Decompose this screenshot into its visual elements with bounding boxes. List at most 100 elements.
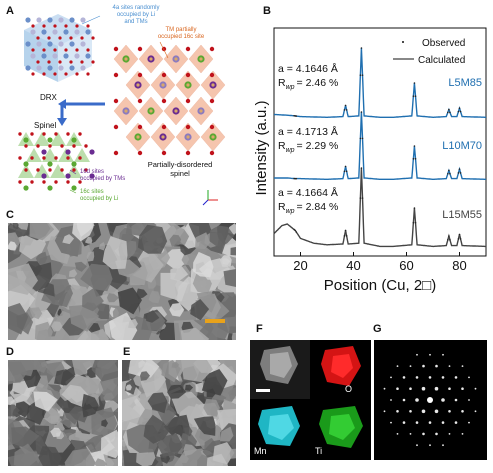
- oxygen-atom: [64, 72, 68, 76]
- observed-point: [343, 235, 346, 237]
- particle: [8, 263, 38, 295]
- oxygen-atom: [72, 144, 76, 148]
- diffraction-spot: [461, 410, 464, 413]
- oxygen-atom: [31, 24, 35, 28]
- diffraction-spot: [442, 353, 444, 356]
- electron-diffraction-pattern: [374, 340, 487, 460]
- drx-atom: [80, 65, 86, 71]
- particle: [8, 303, 29, 335]
- lattice-param: a = 4.1713 Å: [278, 125, 338, 138]
- diffraction-spot: [448, 433, 451, 435]
- oxygen-atom: [42, 156, 46, 160]
- oxygen-atom: [53, 24, 57, 28]
- cation-core: [199, 109, 203, 113]
- oxygen-atom: [75, 72, 79, 76]
- particle: [222, 258, 231, 265]
- eds-label-o: O: [345, 384, 353, 394]
- diffraction-spot: [428, 421, 432, 424]
- particle: [51, 321, 63, 332]
- particle: [196, 291, 217, 313]
- drx-atom: [69, 65, 75, 71]
- oxygen-atom: [75, 24, 79, 28]
- diffraction-spot: [421, 386, 426, 391]
- rwp-value: Rwp = 2.84 %: [278, 201, 338, 215]
- diffraction-spot: [448, 365, 451, 367]
- observed-point: [457, 238, 460, 240]
- oxygen-atom: [30, 156, 34, 160]
- oxygen-atom: [113, 72, 119, 78]
- drx-atom: [25, 17, 31, 23]
- observed-point: [413, 207, 416, 209]
- tetrahedron: [58, 148, 74, 162]
- particle: [8, 361, 28, 384]
- diffraction-spot: [441, 376, 445, 379]
- drx-atom: [52, 53, 58, 59]
- particle: [72, 223, 94, 242]
- cation-core: [136, 135, 140, 139]
- oxygen-atom: [161, 98, 167, 104]
- xrd-traces: [273, 47, 486, 248]
- observed-point: [412, 221, 415, 224]
- oxygen-atom: [69, 60, 73, 64]
- observed-point: [448, 108, 450, 111]
- sample-label-L5M85: L5M85: [448, 77, 482, 89]
- oxygen-atom: [54, 156, 58, 160]
- drx-atom: [69, 17, 75, 23]
- particle: [38, 446, 62, 466]
- particle: [29, 307, 43, 320]
- particle: [50, 427, 62, 438]
- observed-point: [360, 47, 363, 49]
- diffraction-spot: [461, 365, 464, 367]
- cation-core: [161, 135, 165, 139]
- cation-atom: [71, 185, 77, 191]
- observed-point: [448, 235, 450, 237]
- observed-point: [458, 233, 461, 236]
- oxygen-atom: [42, 24, 46, 28]
- diffraction-spot: [441, 398, 445, 402]
- oxygen-atom: [86, 48, 90, 52]
- x-tick-label: 60: [399, 258, 413, 273]
- oxygen-atom: [161, 72, 167, 78]
- diffraction-spot: [429, 444, 431, 447]
- particle: [82, 287, 104, 312]
- particle: [91, 360, 118, 382]
- particle: [231, 332, 236, 340]
- oxygen-atom: [137, 46, 143, 52]
- fit-annotations: a = 4.1646 Å Rwp = 2.46 % L5M85 a = 4.1713 Å…: [278, 62, 482, 221]
- panel-b-letter: B: [263, 5, 271, 17]
- particle: [181, 360, 213, 383]
- oxygen-atom: [31, 48, 35, 52]
- x-axis-label: Position (Cu, 2□): [324, 277, 436, 294]
- particle: [128, 360, 160, 378]
- spinel-label: Spinel: [34, 121, 57, 130]
- haadf-image: [250, 340, 310, 399]
- observed-point: [345, 170, 348, 173]
- diffraction-spot: [454, 376, 458, 379]
- drx-atom: [52, 29, 58, 35]
- eds-map-titanium: Ti: [311, 400, 371, 460]
- observed-point: [294, 229, 296, 232]
- panel-g-letter: G: [373, 323, 382, 335]
- oxygen-atom: [86, 24, 90, 28]
- observed-point: [449, 111, 451, 114]
- cation-atom: [47, 185, 53, 191]
- diffraction-spot: [428, 376, 432, 379]
- x-tick-label: 40: [346, 258, 360, 273]
- diffraction-spot: [441, 421, 445, 424]
- lattice-param: a = 4.1646 Å: [278, 62, 338, 75]
- cation-core: [124, 109, 128, 113]
- particle: [72, 360, 100, 377]
- particle: [13, 443, 39, 466]
- oxygen-atom: [30, 180, 34, 184]
- particle: [19, 233, 46, 260]
- tetrahedron: [50, 132, 66, 146]
- particle: [220, 426, 234, 442]
- diffraction-spot: [409, 433, 412, 435]
- observed-point: [344, 165, 347, 168]
- particle: [145, 310, 160, 323]
- diffraction-spot: [409, 365, 412, 367]
- oxygen-atom: [113, 150, 119, 156]
- oxygen-atom: [161, 124, 167, 130]
- diffraction-spot: [390, 421, 392, 424]
- scale-bar: [205, 319, 225, 323]
